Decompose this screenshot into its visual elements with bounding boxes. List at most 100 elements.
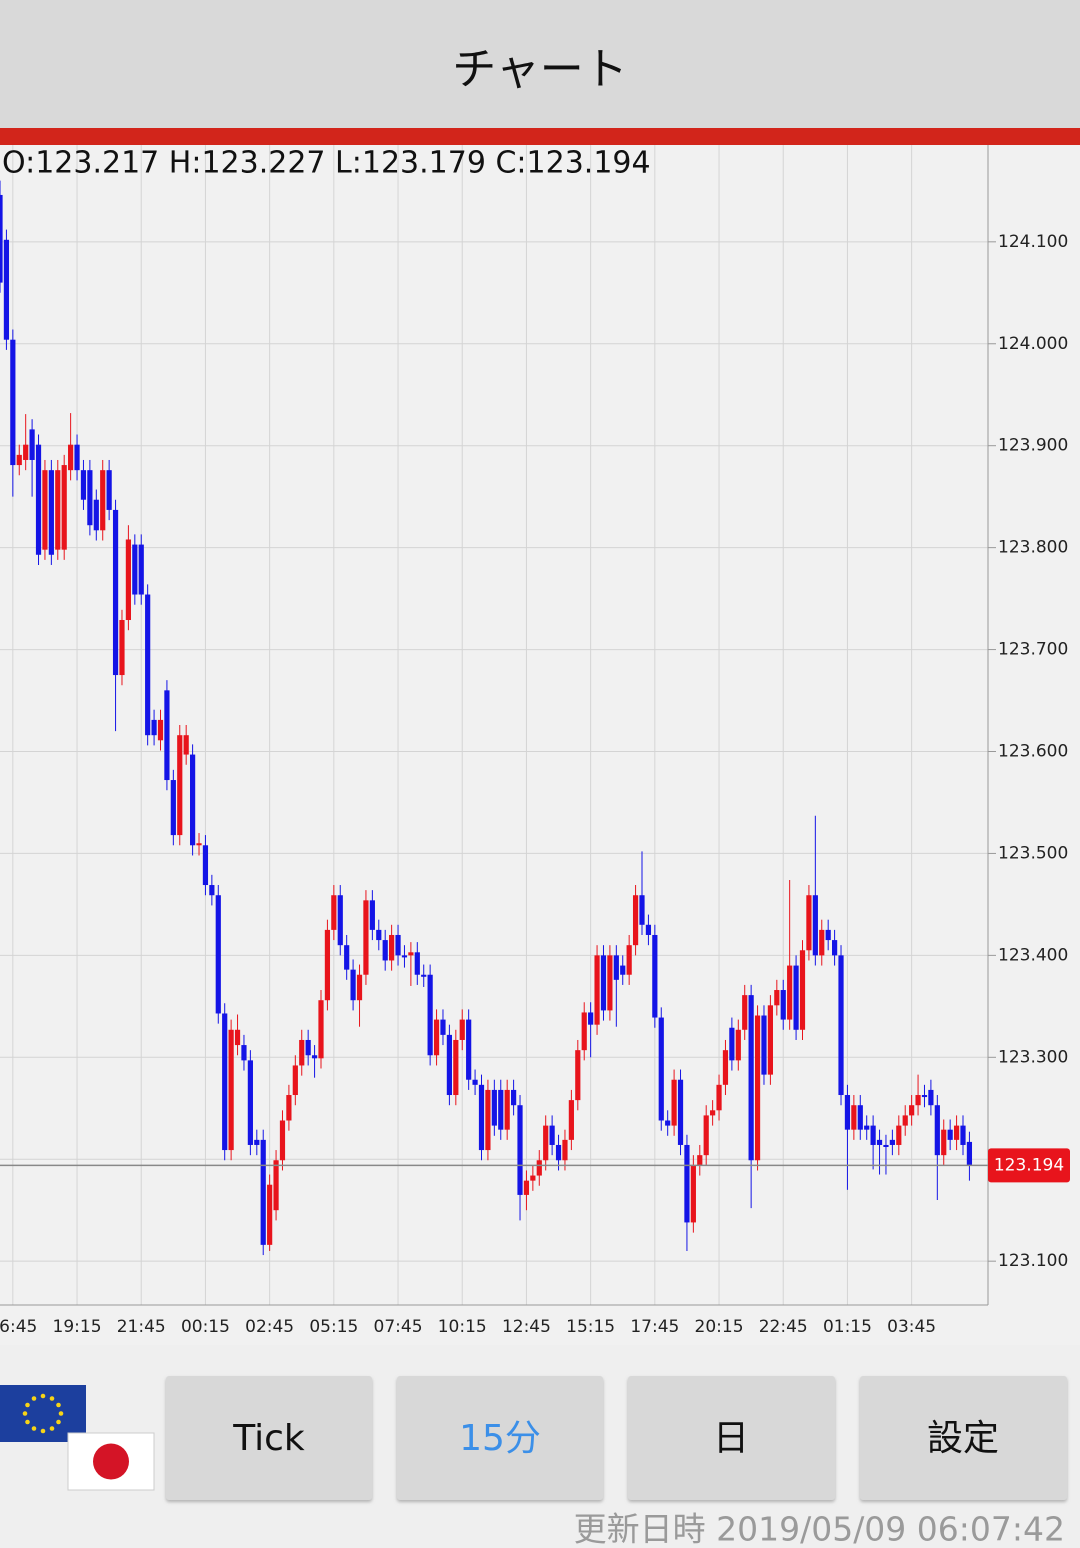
candle-body: [215, 895, 221, 1014]
candle-body: [3, 239, 10, 340]
candle-body: [350, 969, 356, 1001]
candle-body: [414, 952, 420, 975]
candle-body: [613, 955, 619, 980]
y-tick-label: 123.500: [998, 843, 1068, 863]
candle-body: [575, 1050, 581, 1101]
candle-body: [966, 1141, 973, 1166]
candle-body: [299, 1039, 305, 1066]
candle-body: [87, 470, 93, 526]
candle-body: [645, 924, 652, 935]
candle-body: [421, 974, 427, 977]
x-tick-label: 16:45: [0, 1317, 37, 1337]
candle-body: [876, 1139, 883, 1145]
candle-body: [889, 1139, 895, 1145]
candle-body: [190, 754, 196, 846]
candle-body: [23, 444, 29, 460]
x-tick-label: 00:15: [181, 1317, 230, 1337]
candle-body: [100, 470, 106, 531]
candle-body: [164, 690, 170, 781]
candle-body: [157, 719, 164, 741]
candle-body: [29, 429, 35, 460]
candle-body: [254, 1139, 260, 1145]
candle-body: [16, 454, 22, 466]
y-tick-label: 123.300: [998, 1047, 1068, 1067]
candle-body: [767, 1005, 773, 1075]
candle-body: [61, 465, 67, 550]
candle-body: [787, 965, 793, 1020]
candle-body: [138, 544, 144, 595]
candle-body: [247, 1060, 253, 1145]
candle-body: [825, 929, 831, 941]
header-title: チャート: [452, 44, 628, 95]
candle-body: [671, 1079, 677, 1126]
candle-body: [870, 1125, 876, 1145]
button-bg[interactable]: [166, 1376, 372, 1500]
eu-stars: [22, 1393, 64, 1434]
candle-body: [234, 1029, 241, 1046]
candle-body: [10, 339, 16, 466]
button-label[interactable]: Tick: [232, 1418, 305, 1459]
candle-body: [177, 735, 183, 836]
candle-body: [337, 895, 343, 946]
x-tick-label: 01:15: [823, 1317, 872, 1337]
candle-body: [928, 1089, 934, 1106]
candle-body: [632, 895, 639, 946]
button-label[interactable]: 15分: [459, 1418, 541, 1459]
settings-button[interactable]: 設定: [860, 1376, 1067, 1500]
candle-body: [279, 1120, 286, 1161]
y-tick-label: 123.400: [998, 945, 1068, 965]
day-button[interactable]: 日: [628, 1376, 835, 1500]
candle-body: [401, 955, 408, 958]
x-tick-label: 03:45: [887, 1317, 936, 1337]
y-tick-label: 123.600: [998, 742, 1068, 762]
candle-body: [857, 1105, 863, 1130]
candle-body: [543, 1125, 549, 1161]
header-bar: [0, 0, 1080, 128]
y-tick-label: 124.100: [998, 232, 1068, 252]
candles: [0, 180, 988, 1256]
button-label[interactable]: 設定: [927, 1418, 999, 1459]
candle-body: [80, 470, 87, 500]
candle-body: [819, 929, 825, 956]
candle-body: [517, 1105, 523, 1195]
tick-button[interactable]: Tick: [166, 1376, 372, 1500]
candle-body: [183, 735, 189, 755]
candle-body: [55, 470, 61, 550]
candle-body: [799, 950, 806, 1030]
y-tick-label: 123.900: [998, 436, 1068, 456]
15min-button[interactable]: 15分: [397, 1376, 603, 1500]
candle-body: [466, 1019, 472, 1080]
candle-body: [530, 1175, 536, 1181]
candle-body: [941, 1129, 947, 1156]
candle-body: [620, 965, 626, 975]
candle-body: [363, 900, 369, 975]
button-label[interactable]: 日: [713, 1418, 749, 1459]
candle-body: [311, 1055, 318, 1059]
candle-body: [209, 885, 215, 896]
candle-body: [324, 929, 331, 1001]
candle-body: [498, 1089, 504, 1130]
candle-body: [844, 1095, 851, 1130]
candle-body: [812, 895, 818, 956]
candle-body: [151, 719, 157, 736]
candle-body: [523, 1180, 530, 1195]
button-bg[interactable]: [628, 1376, 835, 1500]
candle-body: [305, 1039, 311, 1056]
candle-body: [273, 1160, 279, 1211]
button-bg[interactable]: [397, 1376, 603, 1500]
candle-body: [549, 1125, 555, 1145]
button-bg[interactable]: [860, 1376, 1067, 1500]
candle-body: [459, 1019, 465, 1040]
y-tick-label: 123.800: [998, 538, 1068, 558]
grid: [0, 145, 988, 1305]
candle-body: [742, 995, 748, 1030]
candle-body: [883, 1144, 889, 1148]
candle-body: [806, 895, 812, 951]
x-tick-label: 19:15: [53, 1317, 102, 1337]
x-tick-label: 10:15: [438, 1317, 487, 1337]
candle-body: [145, 594, 151, 736]
candle-body: [581, 1012, 587, 1051]
ohlc-label: O:123.217 H:123.227 L:123.179 C:123.194: [2, 146, 651, 181]
candle-body: [754, 1015, 761, 1161]
